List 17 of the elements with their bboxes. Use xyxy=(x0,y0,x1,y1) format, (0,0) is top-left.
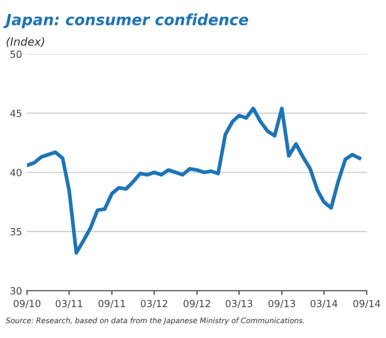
line-series xyxy=(27,106,362,255)
y-tick-label: 30 xyxy=(10,287,22,295)
y-tick-label: 50 xyxy=(10,50,22,58)
x-tick-label: 09/13 xyxy=(268,300,296,308)
x-tick-label: 03/12 xyxy=(140,300,168,308)
chart-subtitle: (Index) xyxy=(6,37,44,48)
chart-title: Japan: consumer confidence xyxy=(3,14,248,28)
y-tick-label: 35 xyxy=(10,228,22,236)
x-tick-label: 09/14 xyxy=(353,300,380,308)
y-tick-label: 40 xyxy=(10,168,22,176)
x-tick-label: 03/13 xyxy=(226,300,252,308)
y-tick-label: 45 xyxy=(10,110,22,118)
x-tick-label: 03/11 xyxy=(56,300,82,308)
x-tick-label: 09/12 xyxy=(184,300,210,308)
x-tick-label: 09/11 xyxy=(98,300,125,308)
x-tick-label: 03/14 xyxy=(310,300,338,308)
x-tick-label: 09/10 xyxy=(14,300,40,308)
